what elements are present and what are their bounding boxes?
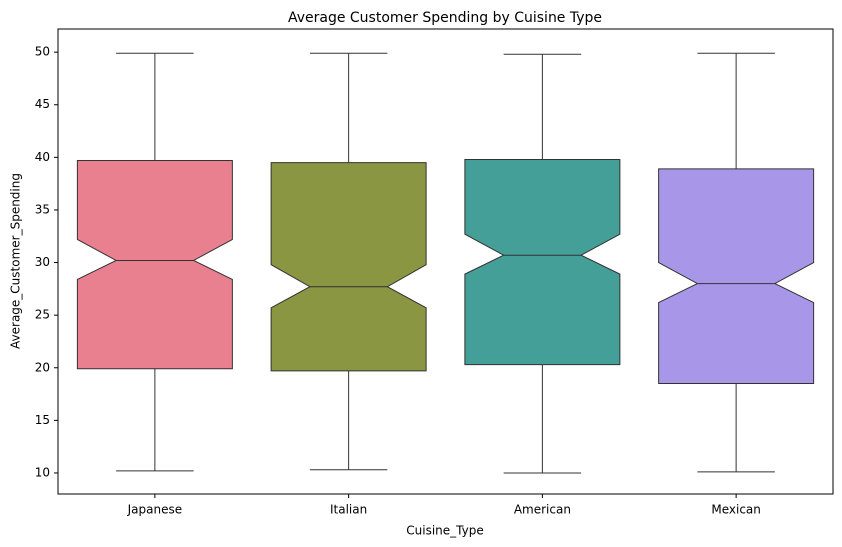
y-tick-label: 50 [35,45,50,59]
y-tick-label: 30 [35,255,50,269]
x-tick-label: Mexican [711,503,761,517]
chart-title: Average Customer Spending by Cuisine Typ… [288,10,602,26]
y-tick-label: 35 [35,202,50,216]
box [270,162,427,372]
x-tick-label: American [514,503,571,517]
x-tick-label: Italian [330,503,367,517]
x-axis-label: Cuisine_Type [406,524,483,538]
y-tick-label: 10 [35,465,50,479]
plot-frame [57,28,834,495]
y-tick-label: 45 [35,97,50,111]
y-tick-label: 20 [35,360,50,374]
y-tick-label: 15 [35,413,50,427]
box [464,158,621,366]
box [76,160,233,370]
x-tick-label: Japanese [127,503,183,517]
y-axis-label: Average_Customer_Spending [9,173,23,349]
box [658,168,815,385]
y-tick-label: 40 [35,150,50,164]
y-tick-label: 25 [35,308,50,322]
